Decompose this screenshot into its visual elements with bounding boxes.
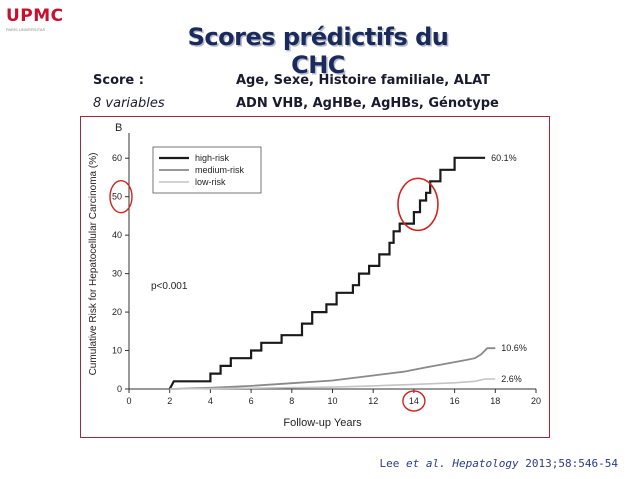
y-tick-label: 40 xyxy=(112,230,122,240)
km-chart: 0 10 20 30 40 50 60 0 2 4 6 8 10 12 14 16 18 20 Follow-up … xyxy=(88,122,541,429)
x-tick-label: 8 xyxy=(289,396,294,406)
x-tick-label: 6 xyxy=(249,396,254,406)
y-tick-label: 30 xyxy=(112,269,122,279)
legend-label-medium-risk: medium-risk xyxy=(195,165,245,175)
series-line-medium-risk xyxy=(169,347,496,390)
score-label: Score : xyxy=(93,73,144,88)
end-label-high-risk: 60.1% xyxy=(491,153,517,163)
x-tick-label: 12 xyxy=(368,396,378,406)
highlight-x14-ellipse xyxy=(402,390,426,412)
x-tick-label: 2 xyxy=(167,396,172,406)
legend-label-high-risk: high-risk xyxy=(195,153,230,163)
series-line-high-risk xyxy=(168,156,486,390)
x-tick-label: 18 xyxy=(490,396,500,406)
logo-subtext: PARIS UNIVERSITAS xyxy=(6,27,46,32)
panel-label: B xyxy=(115,122,122,134)
highlight-y50-ellipse xyxy=(109,179,133,214)
p-value-annotation: p<0.001 xyxy=(151,281,188,292)
citation-journal: Hepatology xyxy=(452,457,519,470)
citation: Lee et al. Hepatology 2013;58:546-54 xyxy=(380,457,618,470)
y-tick-label: 10 xyxy=(112,346,122,356)
x-tick-label: 10 xyxy=(327,396,337,406)
series-line-low-risk xyxy=(169,378,496,390)
x-tick-label: 16 xyxy=(450,396,460,406)
end-label-medium-risk: 10.6% xyxy=(501,343,527,353)
x-tick-label: 4 xyxy=(208,396,213,406)
x-tick-label: 20 xyxy=(531,396,541,406)
highlight-step-ellipse xyxy=(397,177,439,232)
citation-author: Lee xyxy=(379,457,407,470)
x-tick-label: 14 xyxy=(409,396,419,406)
citation-etal: et al. xyxy=(406,457,446,470)
legend-label-low-risk: low-risk xyxy=(195,177,226,187)
y-axis-label: Cumulative Risk for Hepatocellular Carci… xyxy=(88,153,99,376)
citation-ref: 2013;58:546-54 xyxy=(518,457,618,470)
logo-text: UPMC xyxy=(6,6,64,26)
chart-frame: 0 10 20 30 40 50 60 0 2 4 6 8 10 12 14 16 18 20 Follow-up … xyxy=(80,116,550,438)
score-variable-count: 8 variables xyxy=(93,96,165,111)
y-tick-label: 50 xyxy=(112,192,122,202)
y-tick-label: 20 xyxy=(112,307,122,317)
x-axis-label: Follow-up Years xyxy=(283,417,362,429)
slide-title: Scores prédictifs du CHC xyxy=(187,23,449,79)
x-tick-label: 0 xyxy=(126,396,131,406)
score-variables-line-1: Age, Sexe, Histoire familiale, ALAT xyxy=(236,73,491,88)
y-tick-label: 0 xyxy=(117,384,122,394)
end-label-low-risk: 2.6% xyxy=(501,374,522,384)
upmc-logo: UPMC PARIS UNIVERSITAS xyxy=(6,6,68,36)
score-variables-line-2: ADN VHB, AgHBe, AgHBs, Génotype xyxy=(236,96,499,111)
y-tick-label: 60 xyxy=(112,153,122,163)
